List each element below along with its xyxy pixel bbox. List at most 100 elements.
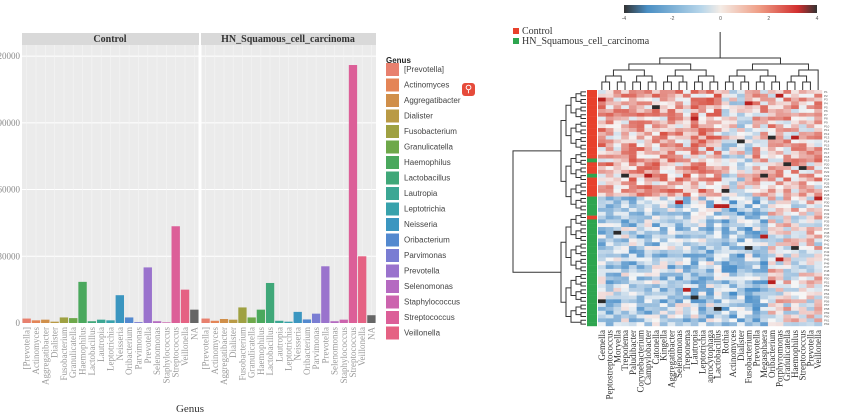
bar-0-13 — [143, 267, 152, 323]
heatmap-cell — [814, 105, 823, 110]
heatmap-cell — [783, 90, 792, 95]
heatmap-cell — [644, 208, 653, 213]
heatmap-cell — [613, 306, 622, 311]
group-annotation-cell — [587, 299, 597, 304]
heatmap-cell — [621, 109, 630, 114]
heatmap-cell — [713, 322, 722, 327]
heatmap-cell — [613, 139, 622, 144]
heatmap-cell — [814, 90, 823, 95]
facet-strip-control — [22, 33, 199, 45]
y-tick-label: 60000 — [0, 185, 21, 195]
heatmap-cell — [814, 204, 823, 209]
heatmap-cell — [675, 112, 684, 117]
heatmap-cell — [791, 306, 800, 311]
heatmap-cell — [698, 116, 707, 121]
heatmap-cell — [783, 276, 792, 281]
heatmap-cell — [729, 272, 738, 277]
x-tick-label: Lautropia — [274, 327, 284, 362]
heatmap-cell — [605, 238, 614, 243]
heatmap-cell — [690, 306, 699, 311]
row-label: P8 — [824, 117, 828, 121]
heatmap-cell — [721, 131, 730, 136]
heatmap-cell — [659, 147, 668, 152]
heatmap-cell — [628, 295, 637, 300]
x-tick-label: Aggregatibacter — [219, 327, 229, 385]
heatmap-cell — [652, 147, 660, 152]
heatmap-cell — [690, 234, 699, 239]
x-tick-label: Haemophilus — [78, 327, 88, 375]
heatmap-cell — [744, 314, 753, 319]
heatmap-cell — [721, 284, 730, 289]
heatmap-cell — [729, 200, 738, 205]
heatmap-cell — [713, 131, 722, 136]
heatmap-cell — [729, 90, 738, 95]
heatmap-cell — [791, 109, 800, 114]
search-icon[interactable]: ⚲ — [462, 83, 475, 96]
heatmap-cell — [613, 185, 622, 190]
legend-item: Neisseria — [404, 220, 438, 229]
heatmap-cell — [644, 246, 653, 251]
heatmap-cell — [775, 249, 784, 254]
heatmap-cell — [698, 208, 707, 213]
heatmap-cell — [713, 97, 722, 102]
heatmap-cell — [644, 257, 653, 262]
heatmap-cell — [682, 166, 691, 171]
column-label: Actinomyces — [728, 330, 738, 378]
legend-swatch — [386, 140, 399, 154]
heatmap-cell — [783, 181, 792, 186]
heatmap-cell — [613, 249, 622, 254]
heatmap-cell — [721, 196, 730, 201]
dendrogram-branch — [580, 274, 586, 279]
heatmap-cell — [667, 188, 676, 193]
heatmap-cell — [729, 150, 738, 155]
heatmap-cell — [744, 139, 753, 144]
row-label: P40 — [824, 238, 830, 242]
heatmap-cell — [791, 200, 800, 205]
heatmap-cell — [783, 238, 792, 243]
heatmap-cell — [729, 318, 738, 323]
heatmap-cell — [644, 181, 653, 186]
heatmap-cell — [775, 238, 784, 243]
heatmap-cell — [667, 166, 676, 171]
heatmap-cell — [644, 249, 653, 254]
heatmap-cell — [806, 272, 815, 277]
heatmap-cell — [636, 124, 645, 129]
heatmap-cell — [598, 310, 606, 315]
heatmap-cell — [760, 181, 769, 186]
heatmap-cell — [767, 310, 776, 315]
heatmap-cell — [605, 158, 614, 163]
bar-1-1 — [210, 320, 219, 323]
heatmap-cell — [767, 295, 776, 300]
heatmap-cell — [621, 295, 630, 300]
heatmap-cell — [783, 249, 792, 254]
heatmap-cell — [791, 322, 800, 327]
heatmap-cell — [675, 246, 684, 251]
heatmap-cell — [775, 230, 784, 235]
dendrogram-branch — [790, 75, 808, 82]
heatmap-cell — [659, 112, 668, 117]
heatmap-cell — [675, 97, 684, 102]
heatmap-cell — [752, 173, 761, 178]
heatmap-cell — [760, 211, 769, 216]
heatmap-cell — [806, 314, 815, 319]
heatmap-cell — [644, 112, 653, 117]
heatmap-cell — [760, 158, 769, 163]
heatmap-cell — [675, 158, 684, 163]
row-label: P18 — [824, 155, 830, 159]
heatmap-cell — [628, 246, 637, 251]
heatmap-cell — [767, 200, 776, 205]
heatmap-cell — [806, 211, 815, 216]
heatmap-cell — [713, 158, 722, 163]
heatmap-cell — [752, 223, 761, 228]
heatmap-cell — [775, 192, 784, 197]
group-annotation-cell — [587, 230, 597, 235]
heatmap-cell — [698, 124, 707, 129]
heatmap-cell — [667, 322, 676, 327]
heatmap-cell — [628, 120, 637, 125]
heatmap-cell — [690, 268, 699, 273]
heatmap-cell — [737, 90, 745, 95]
column-label: Streptococcus — [798, 330, 808, 381]
heatmap-cell — [760, 219, 769, 224]
x-tick-label: [Prevotella] — [201, 327, 211, 369]
heatmap-cell — [814, 284, 823, 289]
